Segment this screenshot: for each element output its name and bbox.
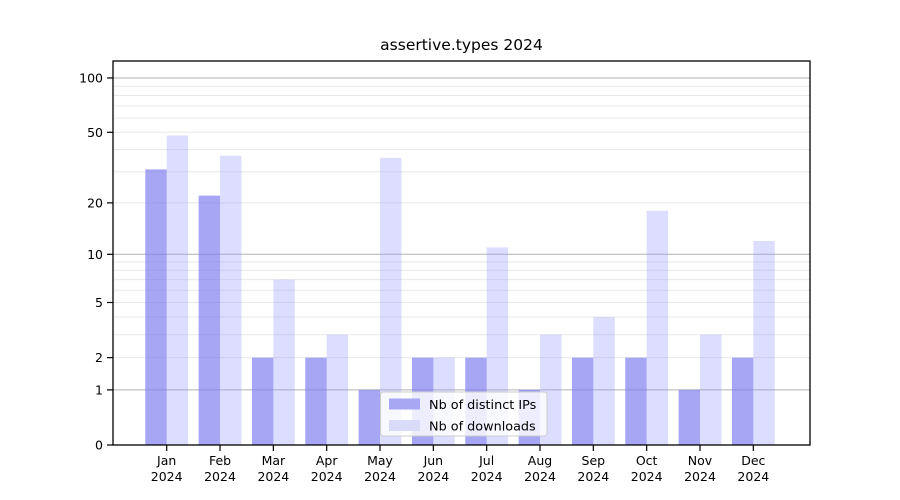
- x-tick-label-month: Dec: [741, 453, 765, 468]
- bar-distinct-ips-apr: [305, 357, 327, 445]
- bar-distinct-ips-oct: [625, 357, 647, 445]
- bar-downloads-nov: [700, 334, 722, 445]
- x-tick-label-month: Oct: [636, 453, 658, 468]
- y-tick-label: 2: [95, 350, 103, 365]
- bar-distinct-ips-may: [358, 389, 381, 445]
- x-tick-label-year: 2024: [471, 469, 503, 484]
- bar-downloads-oct: [646, 210, 669, 445]
- bar-downloads-may: [380, 157, 402, 445]
- y-tick-label: 1: [95, 382, 103, 397]
- y-tick-label: 20: [87, 195, 103, 210]
- legend-label-downloads: Nb of downloads: [429, 420, 536, 435]
- bar-distinct-ips-feb: [198, 195, 221, 445]
- x-tick-label-year: 2024: [684, 469, 716, 484]
- x-tick-label-month: May: [367, 453, 393, 468]
- x-tick-label-month: Mar: [262, 453, 286, 468]
- x-axis: Jan2024Feb2024Mar2024Apr2024May2024Jun20…: [151, 445, 769, 484]
- x-tick-label-year: 2024: [524, 469, 556, 484]
- bar-distinct-ips-dec: [731, 357, 754, 445]
- y-axis: 0 1 2 5 10 20 50 100: [79, 70, 113, 453]
- x-tick-label-month: Aug: [528, 453, 552, 468]
- y-tick-label: 100: [79, 70, 103, 85]
- x-tick-label-year: 2024: [364, 469, 396, 484]
- x-tick-label-year: 2024: [257, 469, 289, 484]
- x-tick-label-month: Nov: [688, 453, 713, 468]
- x-tick-label-year: 2024: [417, 469, 449, 484]
- bar-distinct-ips-nov: [678, 389, 700, 445]
- x-tick-label-month: Feb: [209, 453, 231, 468]
- x-tick-label-year: 2024: [151, 469, 183, 484]
- x-tick-label-month: Jul: [478, 453, 494, 468]
- bar-downloads-jan: [166, 135, 189, 445]
- legend-swatch-distinct-ips: [389, 398, 420, 410]
- axes-frame: [112, 60, 811, 446]
- x-tick-label-year: 2024: [204, 469, 236, 484]
- x-tick-label-month: Sep: [582, 453, 606, 468]
- legend: Nb of distinct IPs Nb of downloads: [380, 391, 548, 437]
- x-tick-label-month: Apr: [316, 453, 338, 468]
- y-tick-label: 5: [95, 295, 103, 310]
- legend-label-distinct-ips: Nb of distinct IPs: [429, 398, 537, 413]
- bar-downloads-apr: [326, 334, 349, 445]
- bar-distinct-ips-jan: [145, 169, 167, 445]
- chart-title: assertive.types 2024: [380, 36, 543, 54]
- x-tick-label-year: 2024: [737, 469, 769, 484]
- bar-distinct-ips-mar: [251, 357, 274, 445]
- y-tick-label: 0: [95, 438, 103, 453]
- x-tick-label-year: 2024: [577, 469, 609, 484]
- x-tick-label-month: Jun: [423, 453, 444, 468]
- bar-downloads-feb: [220, 155, 242, 446]
- bar-distinct-ips-sep: [571, 357, 594, 445]
- bar-downloads-sep: [593, 317, 615, 445]
- x-tick-label-month: Jan: [156, 453, 176, 468]
- y-tick-label: 50: [87, 125, 103, 140]
- y-tick-label: 10: [87, 247, 103, 262]
- x-tick-label-year: 2024: [311, 469, 343, 484]
- gridlines: [113, 77, 810, 391]
- bar-downloads-mar: [273, 279, 295, 445]
- x-tick-label-year: 2024: [631, 469, 663, 484]
- bar-downloads-dec: [753, 241, 775, 445]
- legend-swatch-downloads: [389, 420, 420, 431]
- legend-box: [380, 391, 548, 437]
